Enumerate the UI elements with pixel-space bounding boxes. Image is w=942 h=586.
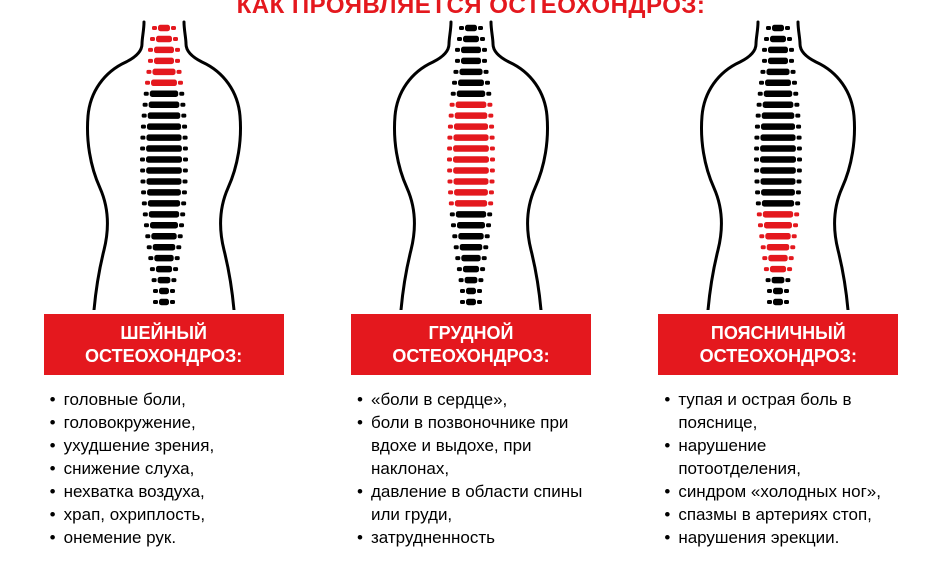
symptom-item: нарушения эрекции.: [664, 527, 892, 550]
label-line1-cervical: ШЕЙНЫЙ: [56, 322, 272, 345]
torso-svg-cervical: [44, 20, 284, 310]
symptom-item: нехватка воздуха,: [50, 481, 278, 504]
section-label-thoracic: ГРУДНОЙ ОСТЕОХОНДРОЗ:: [351, 314, 591, 375]
label-line2-thoracic: ОСТЕОХОНДРОЗ:: [363, 345, 579, 368]
columns-container: ШЕЙНЫЙ ОСТЕОХОНДРОЗ: головные боли,голов…: [0, 20, 942, 550]
symptom-item: головные боли,: [50, 389, 278, 412]
column-lumbar: ПОЯСНИЧНЫЙ ОСТЕОХОНДРОЗ: тупая и острая …: [635, 20, 922, 550]
symptom-item: давление в области спины или груди,: [357, 481, 585, 527]
label-line2-lumbar: ОСТЕОХОНДРОЗ:: [670, 345, 886, 368]
label-line1-lumbar: ПОЯСНИЧНЫЙ: [670, 322, 886, 345]
torso-figure-cervical: [44, 20, 284, 310]
symptom-item: онемение рук.: [50, 527, 278, 550]
section-label-lumbar: ПОЯСНИЧНЫЙ ОСТЕОХОНДРОЗ:: [658, 314, 898, 375]
torso-svg-thoracic: [351, 20, 591, 310]
symptom-item: храп, охриплость,: [50, 504, 278, 527]
symptom-list-lumbar: тупая и острая боль в пояснице,нарушение…: [658, 375, 898, 550]
symptom-item: синдром «холодных ног»,: [664, 481, 892, 504]
symptom-item: снижение слуха,: [50, 458, 278, 481]
symptom-item: «боли в сердце»,: [357, 389, 585, 412]
column-cervical: ШЕЙНЫЙ ОСТЕОХОНДРОЗ: головные боли,голов…: [20, 20, 307, 550]
symptom-item: тупая и острая боль в пояснице,: [664, 389, 892, 435]
symptom-item: боли в позвоночнике при вдохе и выдохе, …: [357, 412, 585, 481]
symptom-item: головокружение,: [50, 412, 278, 435]
torso-figure-lumbar: [658, 20, 898, 310]
symptom-list-cervical: головные боли,головокружение,ухудшение з…: [44, 375, 284, 550]
symptom-item: затрудненность: [357, 527, 585, 550]
label-line1-thoracic: ГРУДНОЙ: [363, 322, 579, 345]
symptom-item: спазмы в артериях стоп,: [664, 504, 892, 527]
symptom-item: ухудшение зрения,: [50, 435, 278, 458]
symptom-item: нарушение потоотделения,: [664, 435, 892, 481]
column-thoracic: ГРУДНОЙ ОСТЕОХОНДРОЗ: «боли в сердце»,бо…: [327, 20, 614, 550]
torso-figure-thoracic: [351, 20, 591, 310]
section-label-cervical: ШЕЙНЫЙ ОСТЕОХОНДРОЗ:: [44, 314, 284, 375]
label-line2-cervical: ОСТЕОХОНДРОЗ:: [56, 345, 272, 368]
page-title: КАК ПРОЯВЛЯЕТСЯ ОСТЕОХОНДРОЗ:: [0, 0, 942, 20]
torso-svg-lumbar: [658, 20, 898, 310]
symptom-list-thoracic: «боли в сердце»,боли в позвоночнике при …: [351, 375, 591, 550]
